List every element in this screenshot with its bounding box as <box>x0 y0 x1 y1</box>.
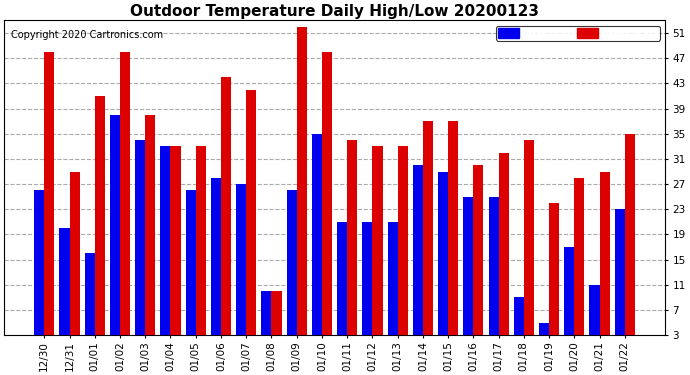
Bar <box>524 140 534 335</box>
Bar <box>95 96 105 335</box>
Bar <box>489 197 499 335</box>
Bar <box>448 121 458 335</box>
Bar <box>271 291 282 335</box>
Bar <box>473 165 484 335</box>
Text: Copyright 2020 Cartronics.com: Copyright 2020 Cartronics.com <box>11 30 163 40</box>
Bar <box>160 146 170 335</box>
Bar <box>589 285 600 335</box>
Bar <box>34 190 44 335</box>
Bar <box>286 190 297 335</box>
Bar <box>362 222 373 335</box>
Bar <box>514 297 524 335</box>
Title: Outdoor Temperature Daily High/Low 20200123: Outdoor Temperature Daily High/Low 20200… <box>130 4 539 19</box>
Bar <box>322 52 332 335</box>
Bar <box>186 190 196 335</box>
Bar <box>120 52 130 335</box>
Bar <box>539 322 549 335</box>
Legend: Low  (°F), High  (°F): Low (°F), High (°F) <box>496 26 660 40</box>
Bar <box>211 178 221 335</box>
Bar <box>297 27 307 335</box>
Bar <box>397 146 408 335</box>
Bar <box>438 171 448 335</box>
Bar <box>135 140 146 335</box>
Bar <box>615 209 625 335</box>
Bar <box>600 171 610 335</box>
Bar <box>413 165 423 335</box>
Bar <box>70 171 79 335</box>
Bar <box>262 291 271 335</box>
Bar <box>85 254 95 335</box>
Bar <box>549 203 559 335</box>
Bar <box>170 146 181 335</box>
Bar <box>236 184 246 335</box>
Bar <box>499 153 509 335</box>
Bar <box>44 52 55 335</box>
Bar <box>388 222 397 335</box>
Bar <box>246 90 256 335</box>
Bar <box>373 146 382 335</box>
Bar <box>221 77 231 335</box>
Bar <box>337 222 347 335</box>
Bar <box>347 140 357 335</box>
Bar <box>463 197 473 335</box>
Bar <box>196 146 206 335</box>
Bar <box>564 247 574 335</box>
Bar <box>110 115 120 335</box>
Bar <box>625 134 635 335</box>
Bar <box>146 115 155 335</box>
Bar <box>423 121 433 335</box>
Bar <box>59 228 70 335</box>
Bar <box>312 134 322 335</box>
Bar <box>574 178 584 335</box>
